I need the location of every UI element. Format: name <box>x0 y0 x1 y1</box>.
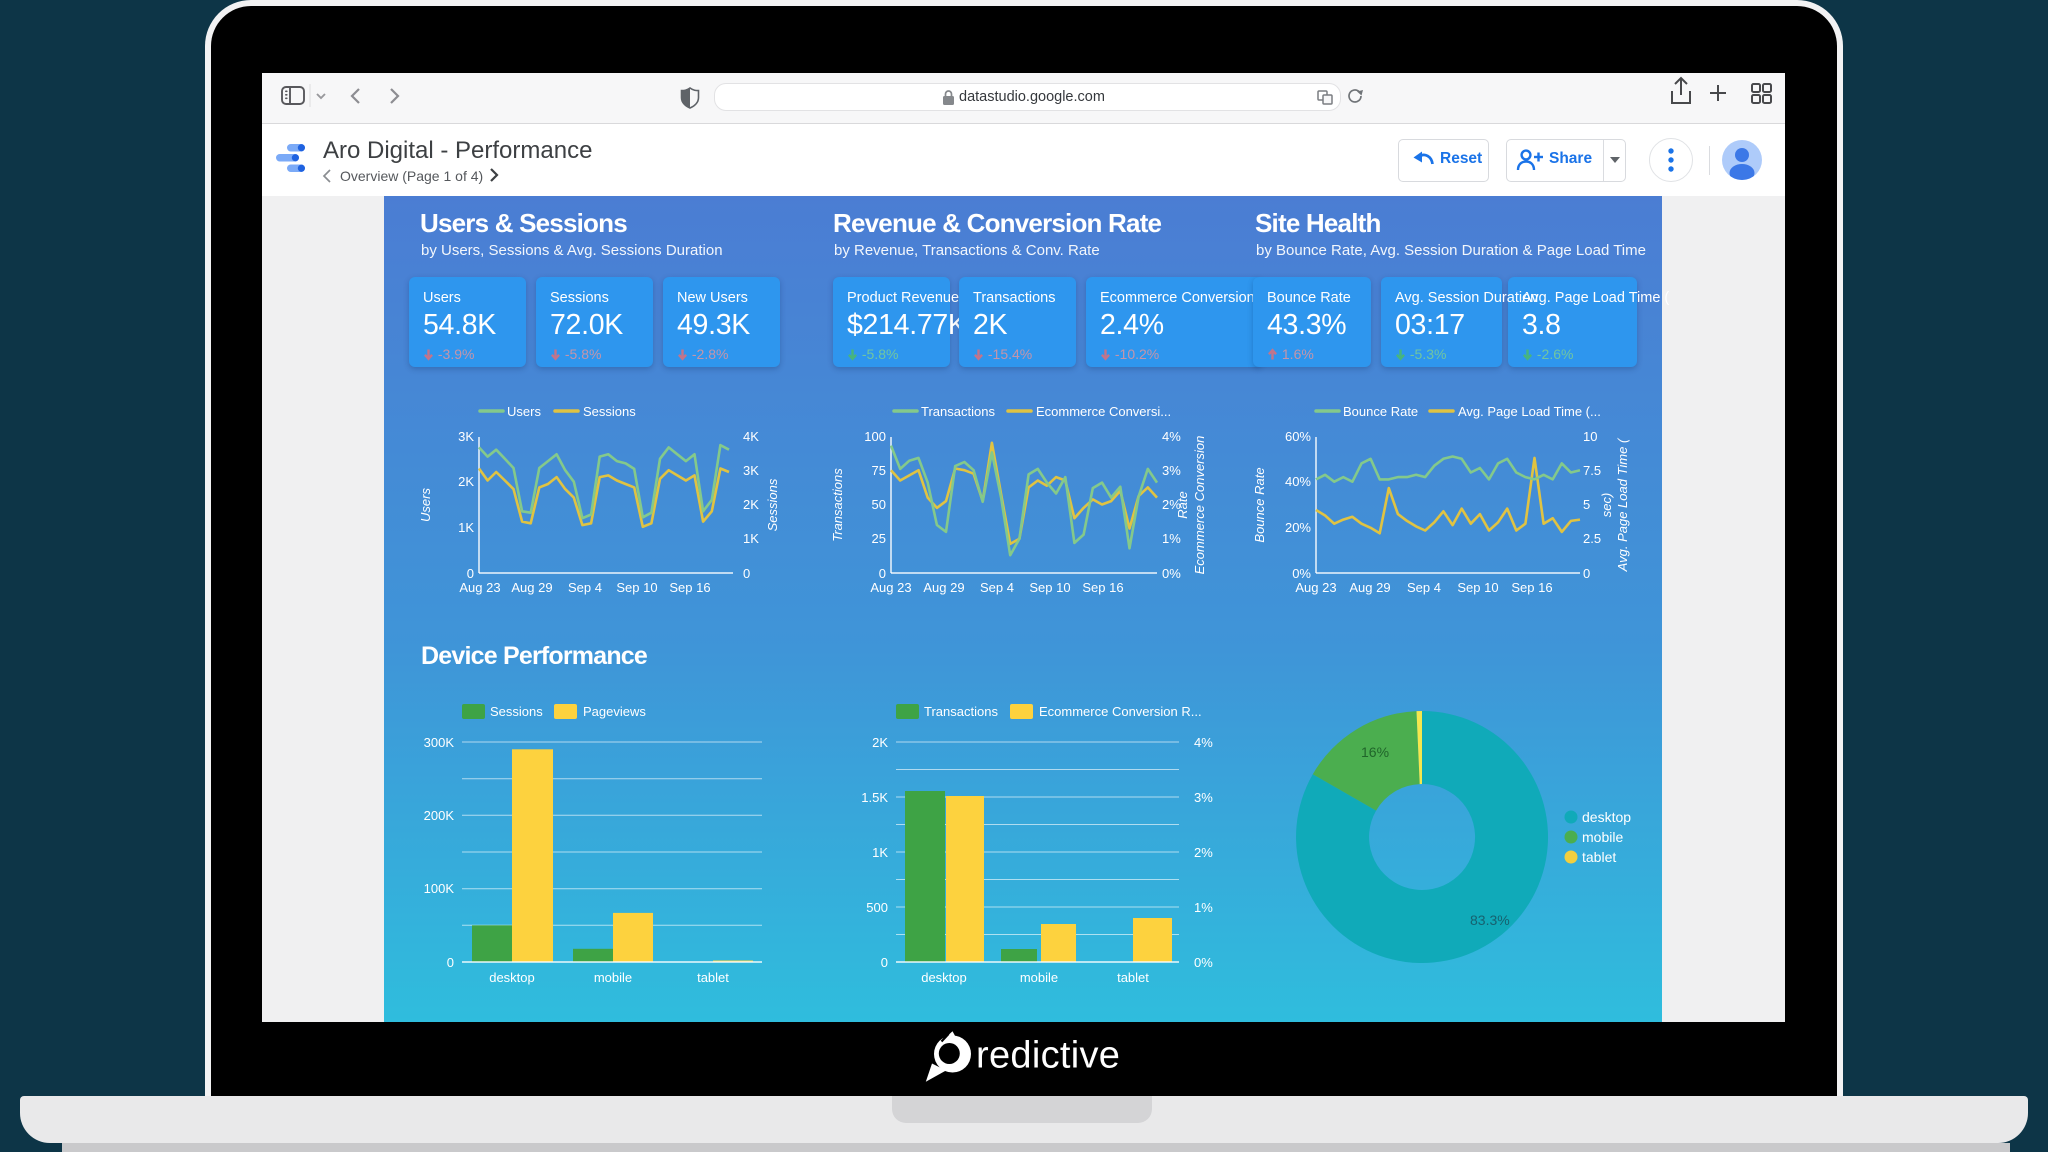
svg-text:Pageviews: Pageviews <box>583 704 646 719</box>
svg-text:3%: 3% <box>1162 463 1181 478</box>
svg-text:Sep 4: Sep 4 <box>1407 580 1441 595</box>
svg-text:2%: 2% <box>1162 497 1181 512</box>
svg-text:0: 0 <box>447 955 454 970</box>
svg-text:Ecommerce Conversi...: Ecommerce Conversi... <box>1036 404 1171 419</box>
svg-text:75: 75 <box>872 463 886 478</box>
svg-text:Users: Users <box>507 404 541 419</box>
svg-text:40%: 40% <box>1285 474 1311 489</box>
svg-text:3K: 3K <box>458 429 474 444</box>
svg-text:50: 50 <box>872 497 886 512</box>
svg-text:Sep 10: Sep 10 <box>616 580 657 595</box>
svg-text:Sep 10: Sep 10 <box>1457 580 1498 595</box>
svg-text:Aug 23: Aug 23 <box>459 580 500 595</box>
svg-text:Avg. Page Load Time (...: Avg. Page Load Time (... <box>1458 404 1601 419</box>
svg-text:1.5K: 1.5K <box>861 790 888 805</box>
svg-text:83.3%: 83.3% <box>1470 912 1510 928</box>
svg-text:0%: 0% <box>1292 566 1311 581</box>
svg-text:mobile: mobile <box>1582 829 1623 845</box>
svg-text:1%: 1% <box>1194 900 1213 915</box>
svg-text:tablet: tablet <box>1117 970 1149 985</box>
svg-text:2%: 2% <box>1194 845 1213 860</box>
svg-text:1K: 1K <box>743 531 759 546</box>
svg-text:Sessions: Sessions <box>765 478 780 531</box>
svg-text:100: 100 <box>864 429 886 444</box>
svg-text:0: 0 <box>1583 566 1590 581</box>
svg-text:desktop: desktop <box>921 970 967 985</box>
svg-text:Aug 23: Aug 23 <box>1295 580 1336 595</box>
svg-text:sec): sec) <box>1599 493 1614 518</box>
svg-text:0: 0 <box>881 955 888 970</box>
svg-text:4%: 4% <box>1162 429 1181 444</box>
svg-text:0%: 0% <box>1162 566 1181 581</box>
svg-text:5: 5 <box>1583 497 1590 512</box>
svg-text:Aug 29: Aug 29 <box>923 580 964 595</box>
svg-text:Aug 29: Aug 29 <box>1349 580 1390 595</box>
svg-text:1K: 1K <box>872 845 888 860</box>
svg-text:4K: 4K <box>743 429 759 444</box>
svg-text:20%: 20% <box>1285 520 1311 535</box>
svg-text:redictive: redictive <box>976 1035 1120 1077</box>
svg-text:2K: 2K <box>872 735 888 750</box>
svg-text:Sep 16: Sep 16 <box>1511 580 1552 595</box>
svg-text:Transactions: Transactions <box>921 404 995 419</box>
svg-text:Sep 4: Sep 4 <box>980 580 1014 595</box>
svg-text:0%: 0% <box>1194 955 1213 970</box>
svg-text:Sep 10: Sep 10 <box>1029 580 1070 595</box>
svg-text:7.5: 7.5 <box>1583 463 1601 478</box>
svg-text:Transactions: Transactions <box>830 468 845 542</box>
svg-text:0: 0 <box>467 566 474 581</box>
svg-text:1K: 1K <box>458 520 474 535</box>
svg-text:25: 25 <box>872 531 886 546</box>
svg-text:desktop: desktop <box>1582 809 1631 825</box>
svg-text:Bounce Rate: Bounce Rate <box>1343 404 1418 419</box>
svg-text:1%: 1% <box>1162 531 1181 546</box>
svg-text:3%: 3% <box>1194 790 1213 805</box>
svg-text:tablet: tablet <box>1582 849 1616 865</box>
svg-text:Ecommerce Conversion: Ecommerce Conversion <box>1192 436 1207 575</box>
svg-text:Sessions: Sessions <box>583 404 636 419</box>
svg-text:desktop: desktop <box>489 970 535 985</box>
svg-text:Transactions: Transactions <box>924 704 998 719</box>
svg-text:mobile: mobile <box>594 970 632 985</box>
svg-text:Bounce Rate: Bounce Rate <box>1252 467 1267 542</box>
svg-text:0: 0 <box>743 566 750 581</box>
svg-text:300K: 300K <box>424 735 455 750</box>
svg-text:Aug 29: Aug 29 <box>511 580 552 595</box>
svg-text:Sep 4: Sep 4 <box>568 580 602 595</box>
svg-text:10: 10 <box>1583 429 1597 444</box>
svg-text:16%: 16% <box>1361 744 1389 760</box>
svg-text:mobile: mobile <box>1020 970 1058 985</box>
svg-text:Aug 23: Aug 23 <box>870 580 911 595</box>
svg-text:3K: 3K <box>743 463 759 478</box>
svg-text:0: 0 <box>879 566 886 581</box>
svg-text:200K: 200K <box>424 808 455 823</box>
svg-text:tablet: tablet <box>697 970 729 985</box>
svg-text:60%: 60% <box>1285 429 1311 444</box>
svg-text:2K: 2K <box>458 474 474 489</box>
svg-text:Users: Users <box>418 488 433 522</box>
svg-text:Rate: Rate <box>1175 491 1190 518</box>
svg-text:2K: 2K <box>743 497 759 512</box>
svg-text:500: 500 <box>866 900 888 915</box>
svg-text:Sep 16: Sep 16 <box>669 580 710 595</box>
svg-text:100K: 100K <box>424 881 455 896</box>
svg-text:4%: 4% <box>1194 735 1213 750</box>
svg-text:Sep 16: Sep 16 <box>1082 580 1123 595</box>
svg-text:2.5: 2.5 <box>1583 531 1601 546</box>
svg-text:Sessions: Sessions <box>490 704 543 719</box>
svg-text:Ecommerce Conversion R...: Ecommerce Conversion R... <box>1039 704 1202 719</box>
svg-text:Avg. Page Load Time (: Avg. Page Load Time ( <box>1615 437 1630 572</box>
